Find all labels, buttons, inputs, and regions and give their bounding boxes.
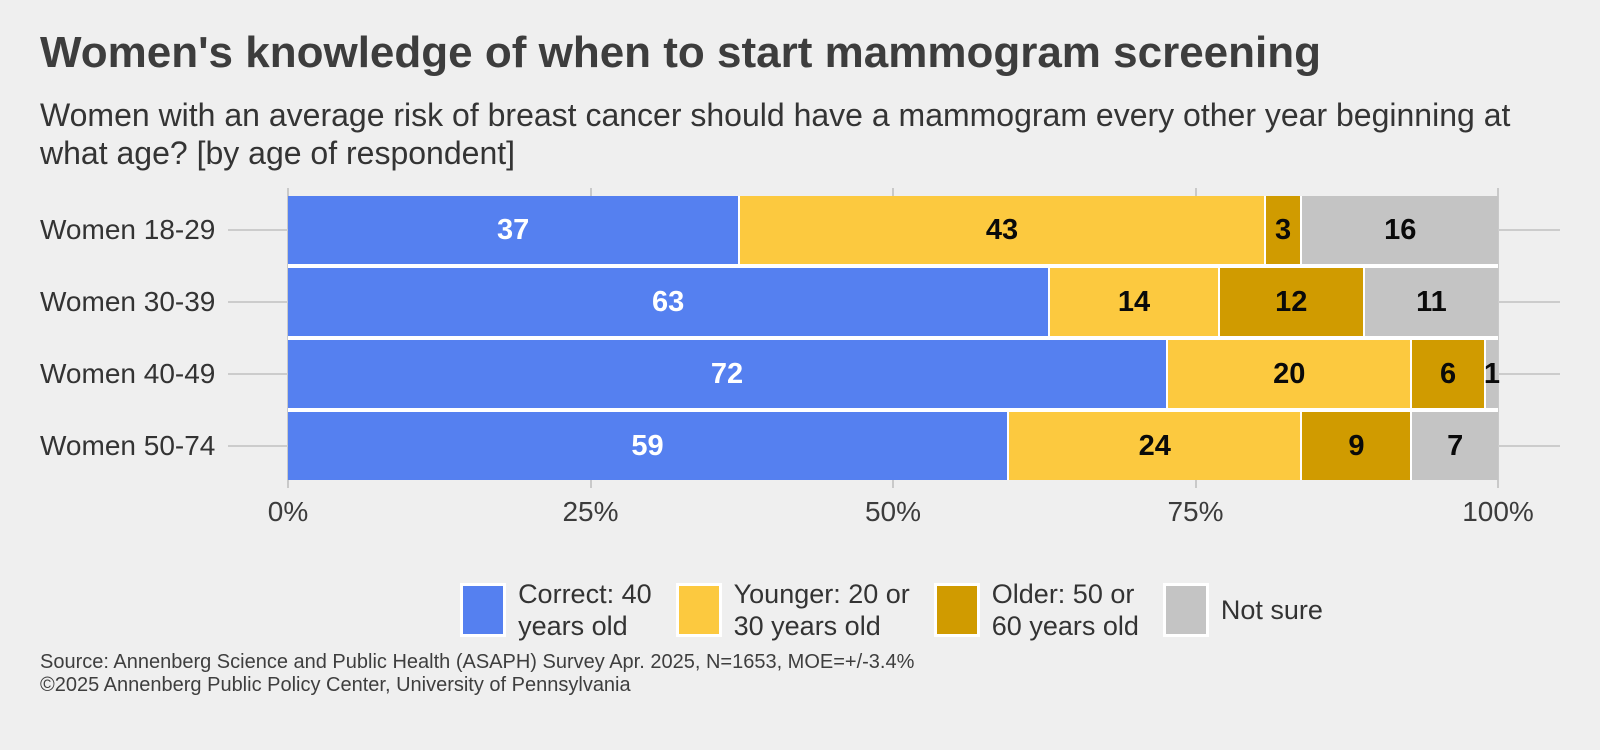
bar-value-label: 24	[1138, 429, 1171, 462]
bar-segment[interactable]: 3	[1265, 196, 1303, 264]
x-axis: 0% 25% 50% 75% 100%	[268, 496, 1534, 532]
bar-value-label: 59	[631, 429, 664, 462]
legend: Correct: 40 years old Younger: 20 or 30 yea…	[288, 578, 1498, 642]
bar-segment[interactable]: 7	[1412, 412, 1498, 480]
bar-segment[interactable]: 24	[1009, 412, 1303, 480]
bar-value-label: 6	[1440, 357, 1457, 390]
bar-segment[interactable]: 1	[1483, 340, 1500, 408]
bar-segment[interactable]: 6	[1412, 340, 1486, 408]
bar-row: 59 24 9 7	[288, 412, 1498, 480]
bar-value-label: 12	[1275, 285, 1308, 318]
gridline	[1497, 188, 1499, 488]
legend-swatch	[678, 586, 719, 634]
x-tick-label: 50%	[864, 496, 922, 527]
bar-value-label: 1	[1483, 357, 1500, 390]
bar-row: 37 43 3 16	[288, 196, 1498, 268]
bar-value-label: 16	[1384, 213, 1417, 246]
bar-value-label: 63	[652, 285, 685, 318]
category-label: Women 50-74	[40, 430, 216, 461]
legend-item: Younger: 20 or 30 years old	[678, 578, 910, 642]
legend-label: Younger: 20 or 30 years old	[733, 579, 910, 641]
bar-value-label: 9	[1348, 429, 1365, 462]
bar-segment[interactable]: 11	[1364, 268, 1498, 336]
category-label: Women 18-29	[40, 214, 216, 245]
bar-segment[interactable]: 59	[288, 412, 1010, 480]
bar-value-label: 72	[710, 357, 744, 390]
bar-row: 72 20 6 1	[288, 340, 1500, 412]
x-tick-label: 25%	[562, 496, 619, 527]
legend-label: Older: 50 or 60 years old	[991, 579, 1139, 641]
legend-item: Older: 50 or 60 years old	[936, 578, 1139, 642]
bar-segment[interactable]: 9	[1302, 412, 1413, 480]
x-tick-label: 75%	[1167, 496, 1224, 527]
x-tick-label: 0%	[267, 496, 309, 527]
category-labels: Women 18-29 Women 30-39 Women 40-49 Women 5…	[40, 196, 270, 480]
source-note: Source: Annenberg Science and Public Hea…	[40, 651, 914, 697]
bar-segment[interactable]: 63	[288, 268, 1051, 336]
source-line-1: Source: Annenberg Science and Public Hea…	[40, 651, 915, 673]
bar-value-label: 7	[1447, 429, 1464, 462]
bar-segment[interactable]: 43	[740, 196, 1266, 264]
legend-swatch	[1165, 586, 1206, 634]
bar-value-label: 43	[985, 213, 1019, 246]
bar-segment[interactable]: 20	[1168, 340, 1413, 408]
category-label: Women 30-39	[40, 286, 216, 317]
plot-area: 37 43 3 16 63 14 12 11 72 20 6 1 59 24 9 7	[228, 188, 1560, 488]
bar-value-label: 20	[1273, 357, 1306, 390]
bar-segment[interactable]: 37	[288, 196, 741, 264]
bar-row: 63 14 12 11	[288, 268, 1498, 340]
legend-swatch	[936, 586, 977, 634]
bar-segment[interactable]: 12	[1219, 268, 1365, 336]
category-label: Women 40-49	[40, 358, 216, 389]
chart-title: Women's knowledge of when to start mammo…	[40, 28, 1322, 77]
bar-segment[interactable]: 72	[288, 340, 1168, 408]
bar-value-label: 14	[1117, 285, 1151, 318]
legend-swatch	[463, 586, 504, 634]
legend-item: Not sure	[1165, 586, 1323, 634]
bar-value-label: 3	[1275, 213, 1292, 246]
bar-segment[interactable]: 14	[1050, 268, 1220, 336]
legend-label: Not sure	[1220, 595, 1323, 625]
bar-value-label: 11	[1416, 285, 1447, 318]
chart-subtitle: Women with an average risk of breast can…	[40, 97, 1511, 171]
bar-value-label: 37	[496, 213, 530, 246]
bar-segment[interactable]: 16	[1302, 196, 1498, 264]
x-tick-label: 100%	[1462, 496, 1534, 527]
legend-item: Correct: 40 years old	[463, 578, 652, 642]
legend-label: Correct: 40 years old	[518, 579, 652, 641]
source-line-2: ©2025 Annenberg Public Policy Center, Un…	[40, 674, 631, 696]
